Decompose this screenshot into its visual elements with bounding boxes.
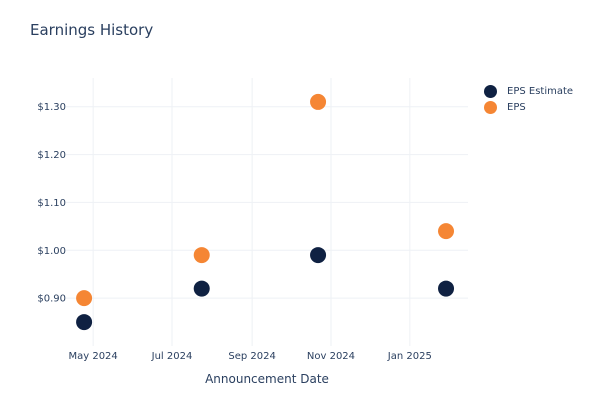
axis-layer: May 2024 Jul 2024 Sep 2024 Nov 2024 Jan 2025… bbox=[37, 102, 431, 362]
x-tick-label: Nov 2024 bbox=[307, 351, 355, 362]
point-eps[interactable] bbox=[193, 247, 210, 264]
point-eps[interactable] bbox=[76, 290, 93, 307]
legend-item-eps-estimate[interactable]: EPS Estimate bbox=[484, 83, 573, 99]
x-tick-label: Jan 2025 bbox=[387, 351, 432, 362]
point-eps-estimate[interactable] bbox=[310, 247, 327, 264]
legend-label-eps: EPS bbox=[507, 101, 526, 113]
point-eps-estimate[interactable] bbox=[438, 280, 455, 297]
y-tick-label: $1.30 bbox=[37, 102, 66, 113]
y-tick-label: $1.10 bbox=[37, 198, 66, 209]
point-eps-estimate[interactable] bbox=[193, 280, 210, 297]
legend-label-eps-estimate: EPS Estimate bbox=[507, 85, 574, 97]
y-tick-label: $1.20 bbox=[37, 150, 66, 161]
y-tick-label: $0.90 bbox=[37, 294, 66, 305]
legend-marker-eps bbox=[484, 100, 497, 114]
point-eps[interactable] bbox=[310, 93, 327, 110]
legend-marker-eps-estimate bbox=[484, 84, 497, 98]
x-tick-label: Jul 2024 bbox=[151, 351, 193, 362]
points-layer bbox=[76, 93, 455, 331]
legend-item-eps[interactable]: EPS bbox=[484, 99, 573, 115]
point-eps[interactable] bbox=[438, 223, 455, 240]
chart-title: Earnings History bbox=[30, 21, 154, 39]
grid-layer bbox=[66, 78, 468, 346]
x-tick-label: Sep 2024 bbox=[228, 351, 275, 362]
y-tick-label: $1.00 bbox=[37, 246, 66, 257]
legend: EPS Estimate EPS bbox=[484, 83, 573, 115]
x-axis-label: Announcement Date bbox=[205, 372, 329, 386]
x-tick-label: May 2024 bbox=[68, 351, 117, 362]
point-eps-estimate[interactable] bbox=[76, 314, 93, 331]
